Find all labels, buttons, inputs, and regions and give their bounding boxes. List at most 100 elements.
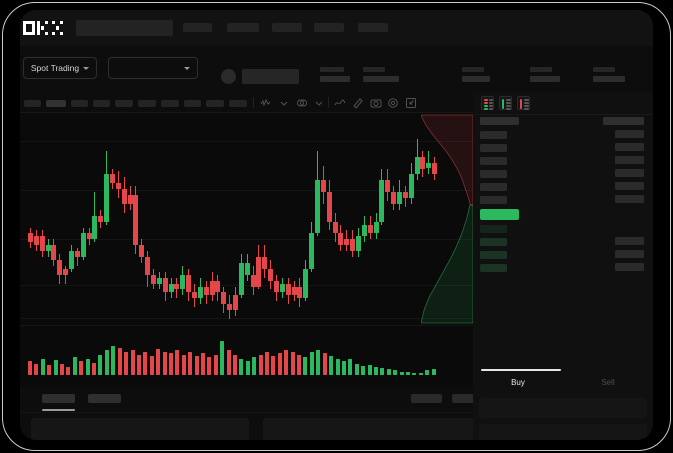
- nav-item-1[interactable]: [183, 23, 212, 32]
- orderbook-bid-amount: [615, 250, 644, 258]
- volume-bar: [335, 359, 340, 375]
- order-panel: Buy Sell: [473, 92, 653, 440]
- volume-bar: [53, 360, 58, 375]
- volume-bar: [367, 364, 372, 375]
- stat-2: [363, 67, 399, 82]
- camera-icon[interactable]: [370, 97, 382, 109]
- bottom-tab-2[interactable]: [88, 394, 121, 403]
- bottom-content-panel-1[interactable]: [31, 418, 249, 440]
- volume-bar: [431, 369, 436, 375]
- bottom-action-1[interactable]: [411, 394, 442, 403]
- gridline-4: [20, 318, 473, 319]
- last-price-display: [242, 69, 299, 84]
- bottom-panel: [20, 387, 486, 440]
- orderbook-bid-row[interactable]: [480, 251, 507, 259]
- indicators-icon[interactable]: [260, 97, 272, 109]
- volume-bar: [239, 359, 244, 375]
- chevron-down-icon[interactable]: [313, 97, 325, 109]
- orderbook-bid-row[interactable]: [480, 238, 507, 246]
- tab-buy[interactable]: Buy: [511, 377, 525, 387]
- timeframe-4[interactable]: [93, 100, 110, 107]
- trading-pair-selector[interactable]: [108, 57, 198, 79]
- stat-4-label: [530, 67, 552, 72]
- orderbook-header-amount: [603, 117, 644, 125]
- volume-bar: [290, 352, 295, 375]
- timeframe-3[interactable]: [71, 100, 88, 107]
- timeframe-9[interactable]: [206, 100, 224, 107]
- orderbook-bid-row[interactable]: [480, 225, 507, 233]
- fullscreen-icon[interactable]: [405, 97, 417, 109]
- order-book[interactable]: [473, 115, 653, 282]
- stat-1: [320, 67, 350, 82]
- volume-bar: [168, 353, 173, 375]
- volume-bar: [265, 352, 270, 375]
- candlestick-chart[interactable]: [20, 113, 473, 325]
- order-amount-input[interactable]: [479, 424, 647, 440]
- orderbook-ask-row[interactable]: [480, 131, 507, 139]
- orderbook-ask-amount: [615, 130, 644, 138]
- orderbook-ask-row[interactable]: [480, 196, 507, 204]
- volume-bar: [245, 361, 250, 375]
- orderbook-layout-bids-icon[interactable]: [499, 96, 512, 110]
- tab-sell[interactable]: Sell: [601, 377, 615, 387]
- search-input[interactable]: [76, 20, 173, 36]
- volume-bar: [47, 364, 52, 375]
- stat-3-label: [462, 67, 484, 72]
- app-screen: Spot Trading: [20, 10, 653, 440]
- orderbook-layout-both-icon[interactable]: [481, 96, 494, 110]
- nav-item-4[interactable]: [314, 23, 344, 32]
- volume-bar: [258, 354, 263, 375]
- timeframe-5[interactable]: [115, 100, 133, 107]
- volume-bar: [386, 369, 391, 375]
- settings-icon[interactable]: [387, 97, 399, 109]
- orderbook-layout-asks-icon[interactable]: [517, 96, 530, 110]
- volume-bar: [111, 345, 116, 375]
- orderbook-ask-row[interactable]: [480, 144, 507, 152]
- trading-mode-selector[interactable]: Spot Trading: [23, 57, 97, 79]
- compare-icon[interactable]: [296, 97, 308, 109]
- stat-5-value: [593, 76, 625, 82]
- volume-bar: [79, 361, 84, 375]
- chevron-down-icon[interactable]: [278, 97, 290, 109]
- volume-bar: [85, 359, 90, 375]
- order-price-input[interactable]: [479, 398, 647, 418]
- nav-item-3[interactable]: [272, 23, 302, 32]
- timeframe-8[interactable]: [184, 100, 201, 107]
- okx-logo[interactable]: [23, 21, 65, 35]
- timeframe-1[interactable]: [24, 100, 41, 107]
- bottom-divider: [20, 412, 473, 413]
- orderbook-ask-amount: [615, 156, 644, 164]
- nav-item-5[interactable]: [358, 23, 388, 32]
- drawing-tools-icon[interactable]: [352, 97, 364, 109]
- logo-glyph-k: [37, 21, 50, 35]
- orderbook-layout-toggles: [481, 96, 530, 110]
- depth-bid-area: [421, 204, 473, 324]
- volume-bar: [175, 350, 180, 375]
- volume-bar: [130, 350, 135, 375]
- volume-bar: [284, 350, 289, 375]
- volume-bar: [425, 370, 430, 375]
- volume-bar: [220, 341, 225, 375]
- orderbook-ask-row[interactable]: [480, 170, 507, 178]
- orderbook-last-price-row[interactable]: [480, 209, 519, 220]
- bottom-tab-1[interactable]: [42, 394, 75, 403]
- bottom-action-2[interactable]: [452, 394, 486, 403]
- nav-item-2[interactable]: [227, 23, 259, 32]
- orderbook-ask-row[interactable]: [480, 183, 507, 191]
- volume-bar: [322, 353, 327, 375]
- stat-1-label: [320, 67, 344, 72]
- stat-2-value: [363, 76, 399, 82]
- volume-bar: [28, 361, 32, 375]
- bottom-content-panel-2[interactable]: [263, 418, 478, 440]
- orderbook-divider: [473, 114, 653, 115]
- timeframe-2[interactable]: [46, 100, 66, 107]
- timeframe-7[interactable]: [161, 100, 179, 107]
- orderbook-bid-row[interactable]: [480, 264, 507, 272]
- timeframe-6[interactable]: [138, 100, 156, 107]
- timeframe-10[interactable]: [229, 100, 247, 107]
- orderbook-bid-amount: [615, 237, 644, 245]
- volume-bar: [34, 363, 39, 375]
- orderbook-ask-row[interactable]: [480, 157, 507, 165]
- line-chart-icon[interactable]: [334, 97, 346, 109]
